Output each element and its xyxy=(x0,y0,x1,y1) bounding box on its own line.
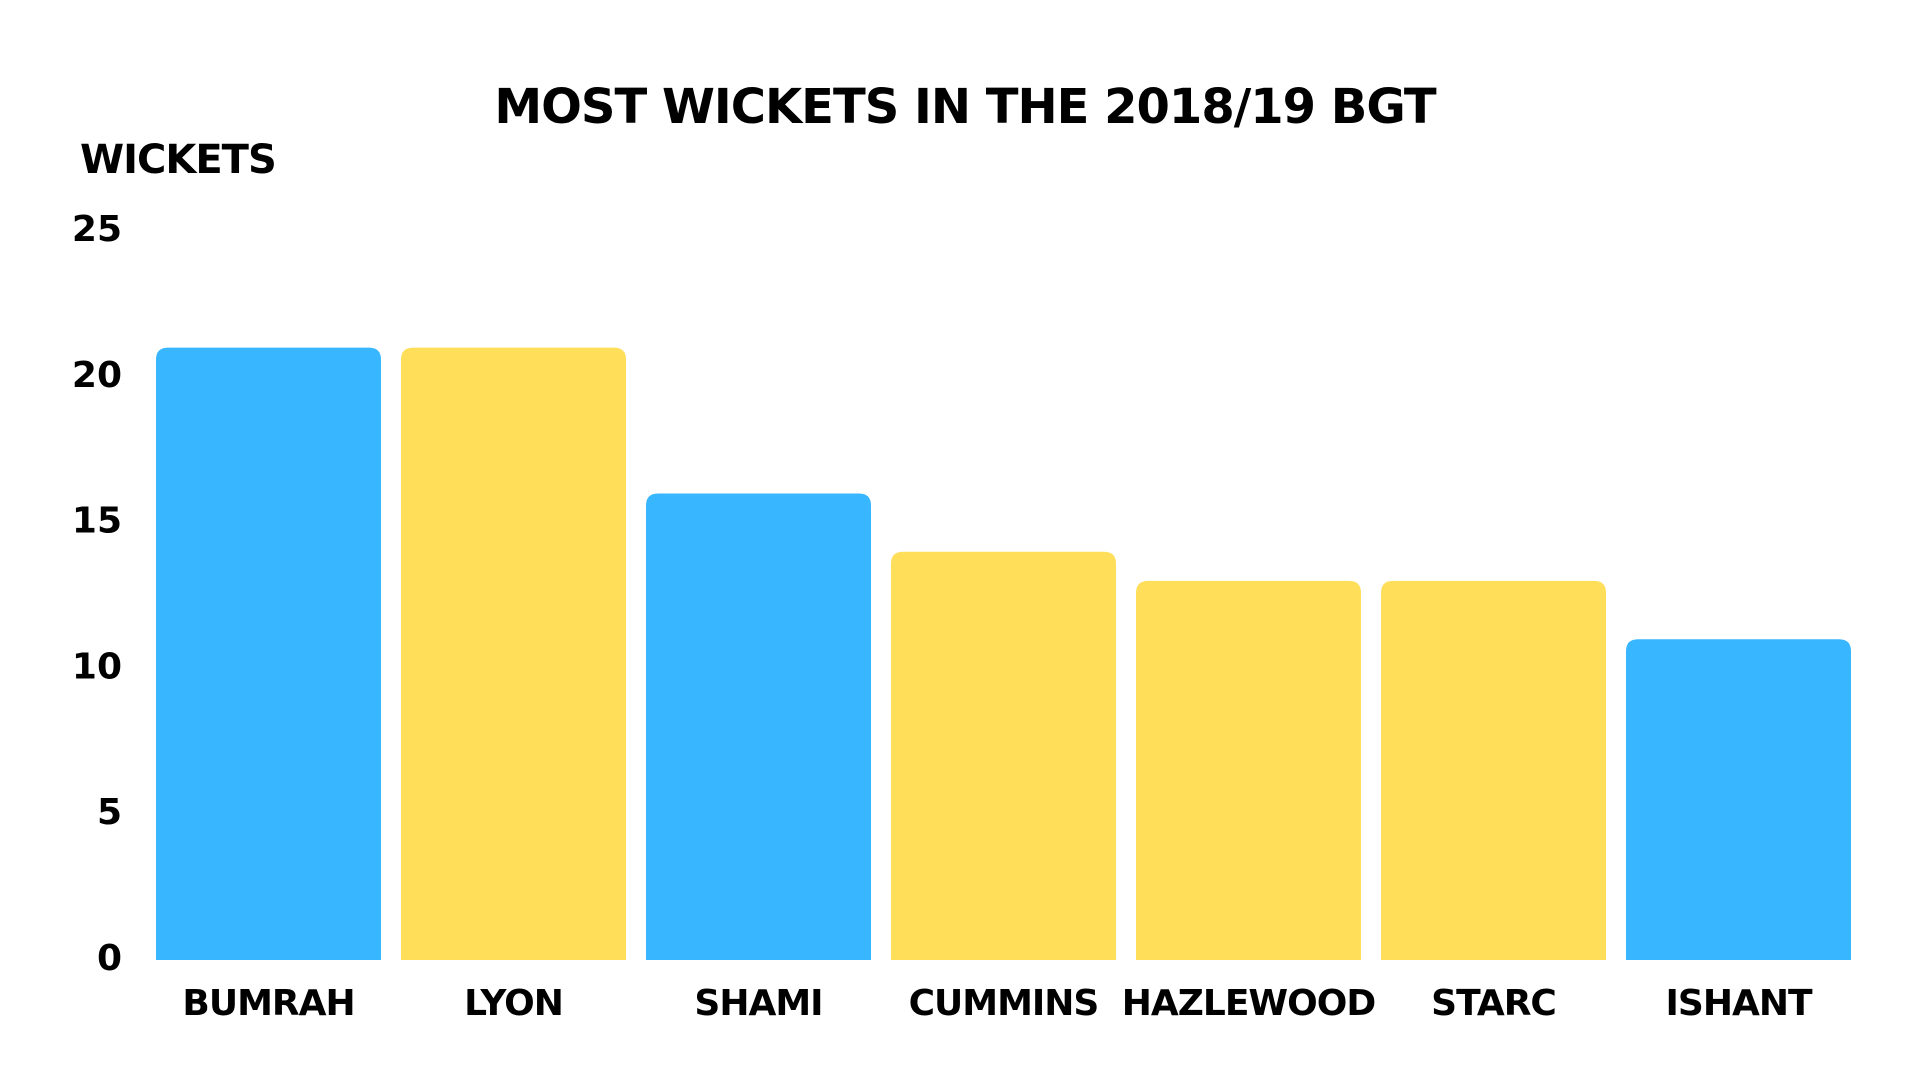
y-tick-label: 10 xyxy=(72,646,122,687)
bar xyxy=(646,493,871,960)
y-tick-label: 0 xyxy=(97,938,122,979)
y-tick-label: 15 xyxy=(72,501,122,542)
bar xyxy=(1626,639,1851,960)
y-tick-label: 20 xyxy=(72,355,122,396)
bar xyxy=(401,347,626,960)
x-tick-label: ISHANT xyxy=(1666,983,1813,1024)
chart-title: MOST WICKETS IN THE 2018/19 BGT xyxy=(494,79,1437,135)
bar xyxy=(156,347,381,960)
y-axis-title: WICKETS xyxy=(80,137,276,183)
x-tick-label: HAZLEWOOD xyxy=(1122,983,1375,1024)
x-tick-label: STARC xyxy=(1431,983,1556,1024)
y-tick-label: 25 xyxy=(72,209,122,250)
x-tick-label: SHAMI xyxy=(694,983,822,1024)
x-tick-label: CUMMINS xyxy=(909,983,1099,1024)
y-tick-label: 5 xyxy=(97,792,122,833)
bar xyxy=(1136,580,1361,960)
x-tick-label: LYON xyxy=(464,983,563,1024)
x-tick-label: BUMRAH xyxy=(182,983,354,1024)
bar xyxy=(891,551,1116,960)
bar xyxy=(1381,580,1606,960)
